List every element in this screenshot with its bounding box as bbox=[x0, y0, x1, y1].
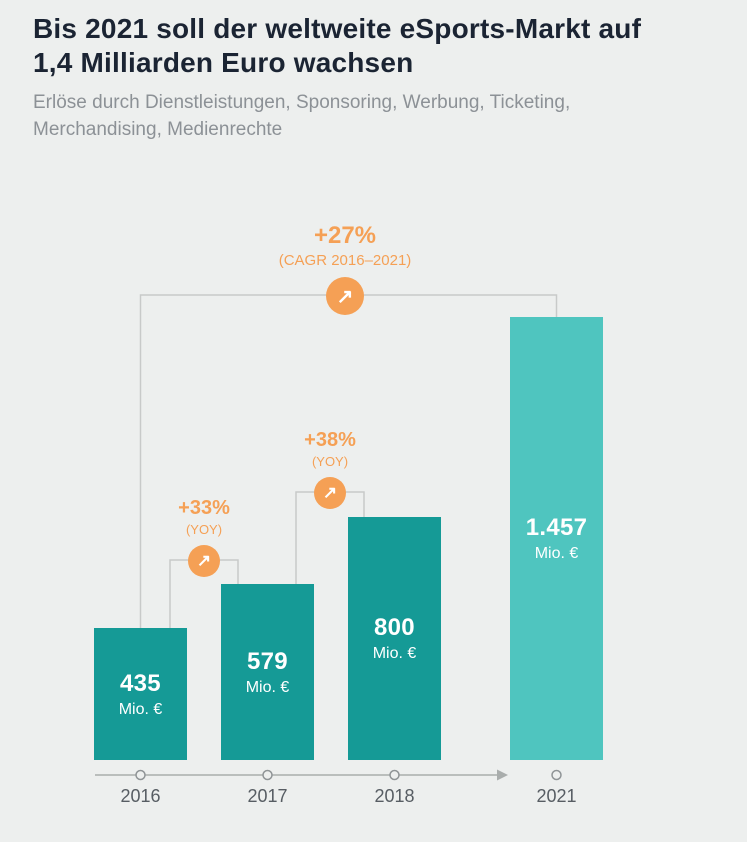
growth-annotation-cagr: +27% (CAGR 2016–2021) ↗ bbox=[255, 222, 435, 315]
growth-percent: +33% bbox=[178, 497, 230, 519]
bar-unit: Mio. € bbox=[372, 645, 417, 662]
growth-caption: (YOY) bbox=[311, 454, 349, 469]
axis-tick-circle bbox=[262, 769, 273, 781]
growth-annotation-yoy-2017: +33% (YOY) ↗ bbox=[144, 497, 264, 577]
bar-unit: Mio. € bbox=[534, 545, 579, 562]
growth-annotation-yoy-2018: +38% (YOY) ↗ bbox=[270, 429, 390, 509]
bar-2021: 1.457 Mio. € bbox=[510, 317, 603, 760]
bar-value: 800 bbox=[374, 614, 415, 641]
growth-caption: (CAGR 2016–2021) bbox=[278, 252, 412, 269]
growth-percent: +38% bbox=[304, 429, 356, 451]
page-subtitle: Erlöse durch Dienstleistungen, Sponsorin… bbox=[33, 92, 571, 140]
x-tick-label-2021: 2021 bbox=[536, 786, 577, 806]
growth-arrow-icon: ↗ bbox=[188, 545, 220, 577]
bar-value: 1.457 bbox=[525, 514, 588, 541]
axis-tick-circle bbox=[551, 769, 562, 781]
growth-percent: +27% bbox=[313, 222, 377, 249]
bar-2016: 435 Mio. € bbox=[94, 628, 187, 760]
x-tick-label-2018: 2018 bbox=[374, 786, 415, 806]
growth-caption: (YOY) bbox=[185, 522, 223, 537]
bar-value: 579 bbox=[247, 647, 288, 675]
bar-value: 435 bbox=[120, 669, 161, 697]
bar-2018: 800 Mio. € bbox=[348, 517, 441, 760]
page-title: Bis 2021 soll der weltweite eSports-Mark… bbox=[33, 13, 642, 79]
growth-arrow-icon: ↗ bbox=[314, 477, 346, 509]
axis-tick-circle bbox=[135, 769, 146, 781]
x-tick-label-2016: 2016 bbox=[120, 786, 161, 806]
x-tick-label-2017: 2017 bbox=[247, 786, 288, 806]
growth-arrow-icon: ↗ bbox=[326, 277, 364, 315]
x-axis-arrow-icon bbox=[497, 769, 508, 781]
axis-tick-circle bbox=[389, 769, 400, 781]
bar-2017: 579 Mio. € bbox=[221, 584, 314, 760]
bar-unit: Mio. € bbox=[245, 678, 290, 696]
bar-unit: Mio. € bbox=[118, 700, 163, 718]
